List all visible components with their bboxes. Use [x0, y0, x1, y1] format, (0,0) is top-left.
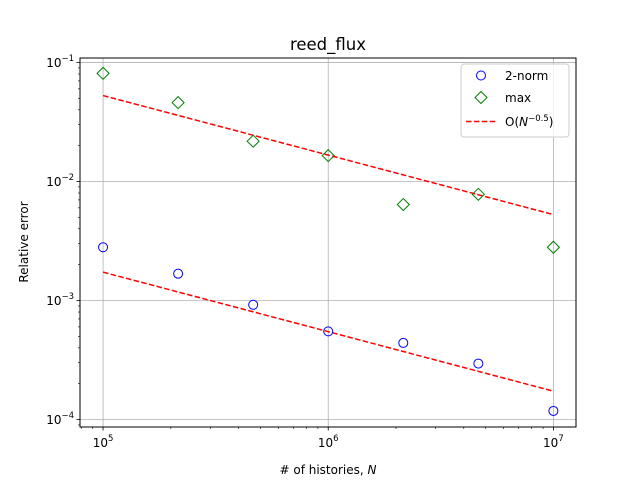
legend-label-reference: O(N−0.5) [505, 114, 553, 129]
legend-ref-prefix: O( [505, 115, 519, 129]
point-2-norm [473, 358, 484, 369]
x-axis-label-text: # of histories, [279, 463, 367, 477]
series-layer [96, 66, 561, 416]
y-tick-exp: −3 [61, 292, 74, 302]
y-tick-exp: −1 [61, 54, 74, 64]
point-max [396, 197, 410, 212]
legend-marker-max [474, 90, 488, 105]
y-tick-base: 10 [46, 413, 61, 427]
point-2-norm [248, 299, 259, 310]
point-2-norm [173, 268, 184, 279]
legend-ref-suffix: ) [549, 115, 554, 129]
x-tick-exp: 5 [108, 434, 113, 444]
y-axis-label: Relative error [17, 201, 31, 282]
point-2-norm [98, 242, 109, 253]
x-tick-exp: 7 [558, 434, 563, 444]
y-tick-base: 10 [46, 56, 61, 70]
reference-line-0 [102, 94, 554, 216]
point-2-norm [548, 405, 559, 416]
point-2-norm [398, 337, 409, 348]
reference-line-1 [102, 271, 554, 392]
x-tick-base: 10 [93, 436, 108, 450]
x-tick-label: 105 [93, 434, 114, 450]
legend-label-2-norm: 2-norm [505, 69, 548, 83]
x-tick-label: 107 [543, 434, 564, 450]
legend-frame [460, 63, 570, 138]
point-2-norm [323, 326, 334, 337]
point-max [321, 148, 335, 163]
x-axis-label: # of histories, N [279, 463, 376, 477]
x-tick-exp: 6 [333, 434, 338, 444]
legend-marker-2-norm [476, 70, 486, 81]
legend: 2-norm max O(N−0.5) [460, 63, 570, 138]
y-tick-base: 10 [46, 294, 61, 308]
x-tick-base: 10 [318, 436, 333, 450]
legend-ref-exp: −0.5 [528, 114, 549, 124]
point-max [246, 134, 260, 148]
x-axis-label-var: N [368, 463, 377, 477]
y-tick-exp: −2 [61, 173, 74, 183]
chart-title: reed_flux [290, 35, 366, 55]
y-tick-label: 10−1 [46, 54, 74, 70]
point-max [96, 66, 110, 81]
y-tick-label: 10−4 [46, 411, 74, 427]
y-tick-exp: −4 [61, 411, 74, 421]
legend-ref-var: N [519, 115, 528, 129]
x-tick-base: 10 [543, 436, 558, 450]
point-max [471, 187, 486, 202]
x-tick-label: 106 [318, 434, 339, 450]
legend-label-max: max [505, 91, 531, 105]
y-tick-label: 10−3 [46, 292, 74, 308]
y-tick-label: 10−2 [46, 173, 74, 189]
point-max [546, 240, 561, 254]
point-max [171, 95, 185, 110]
y-tick-base: 10 [46, 175, 61, 189]
